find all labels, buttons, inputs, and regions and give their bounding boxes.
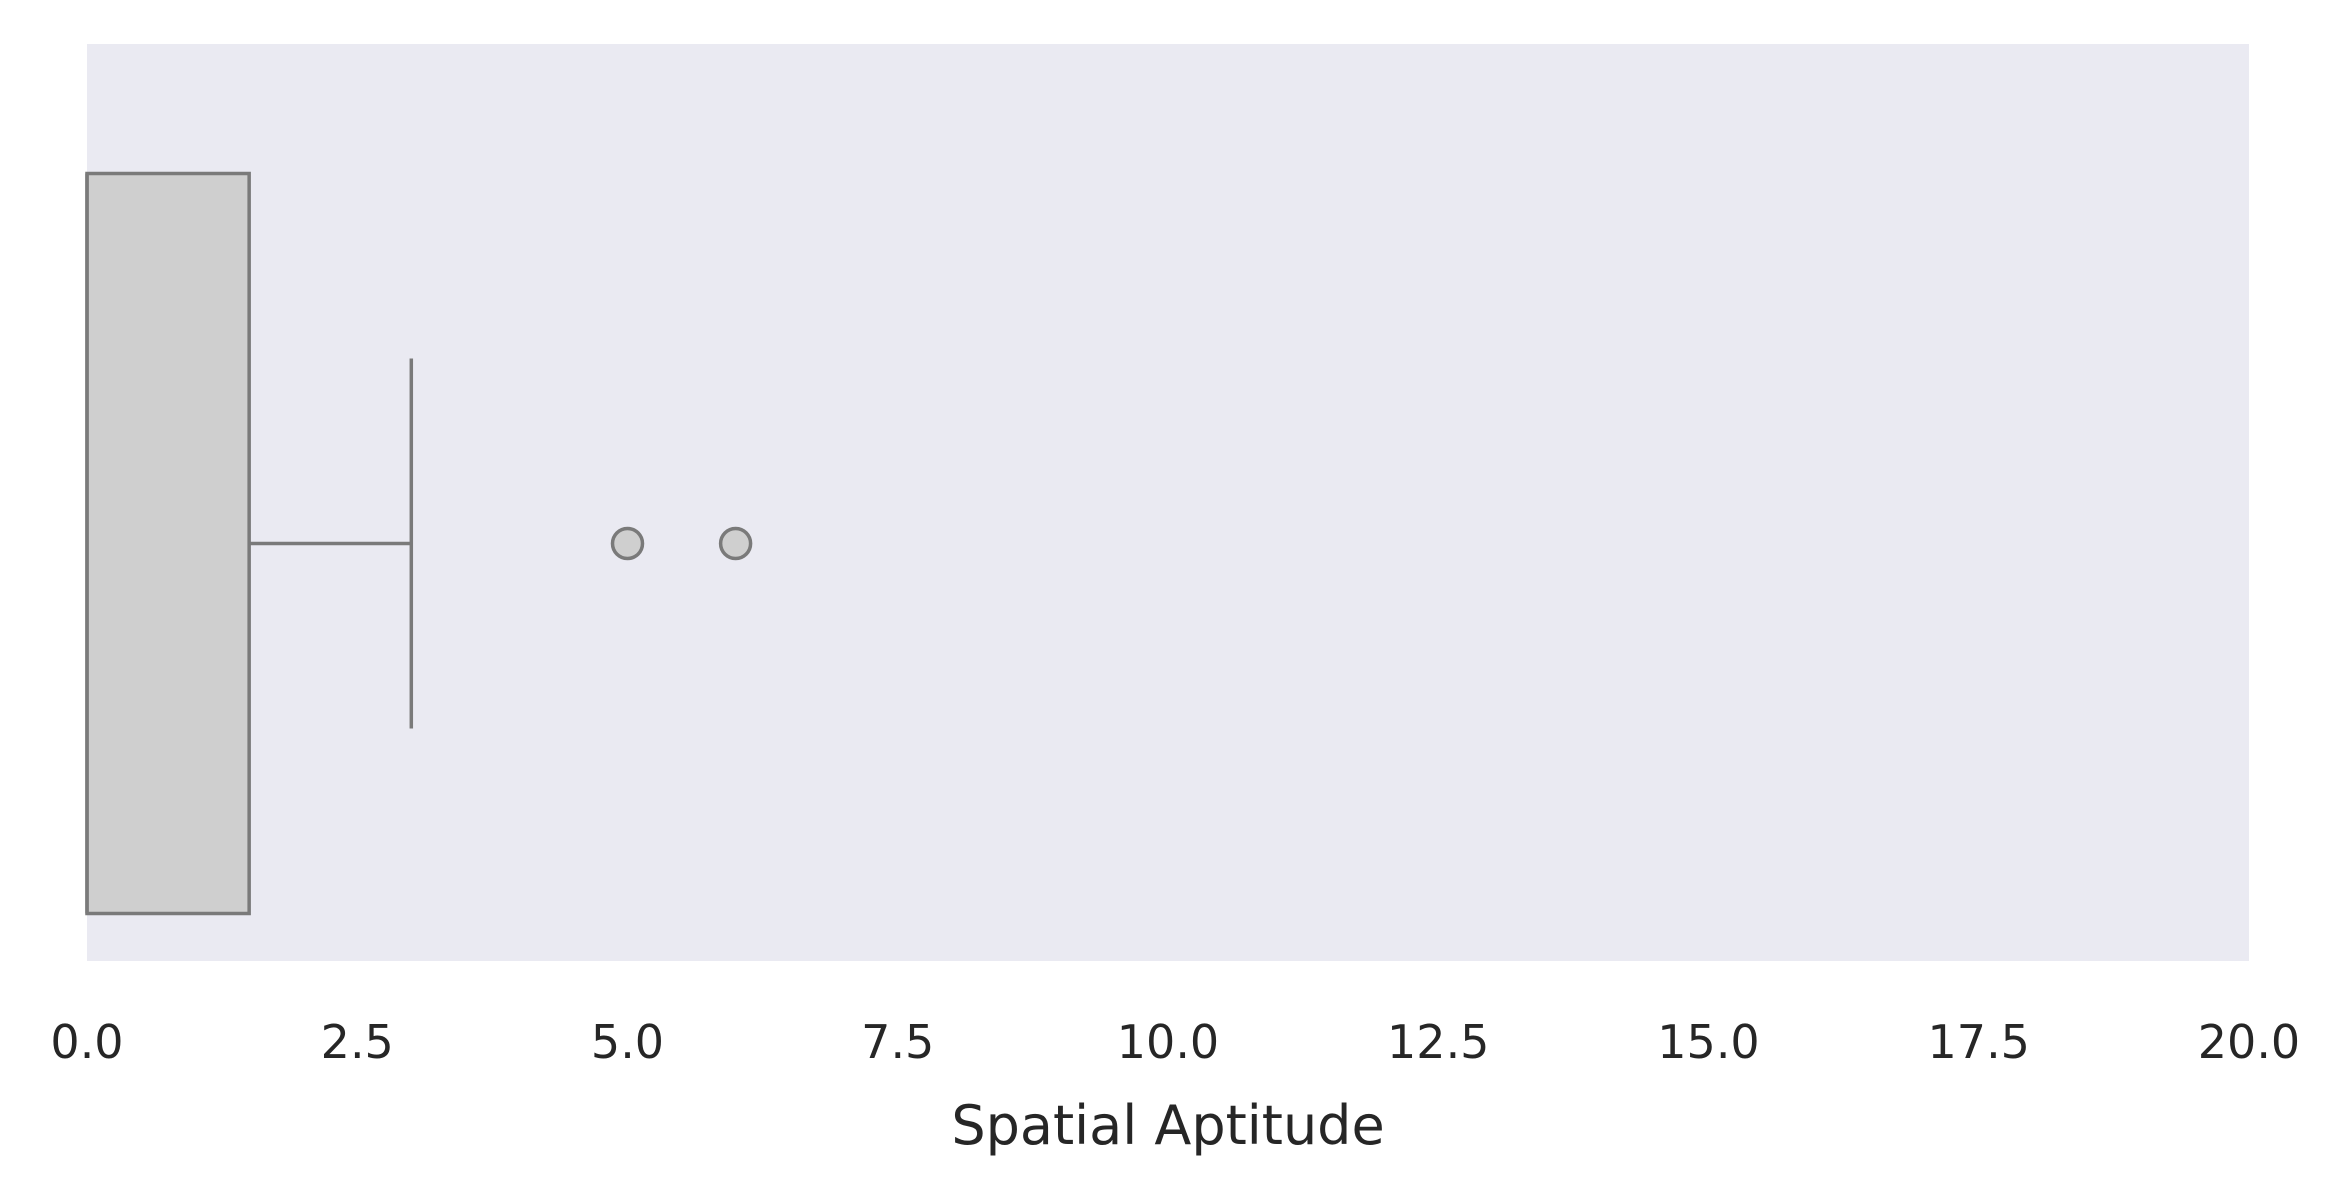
x-tick-label: 12.5 (1387, 1015, 1489, 1069)
x-tick-label: 7.5 (861, 1015, 934, 1069)
box-iqr (85, 171, 251, 916)
x-tick-label: 10.0 (1117, 1015, 1219, 1069)
x-tick-label: 20.0 (2198, 1015, 2300, 1069)
outlier-point-1 (718, 526, 753, 561)
x-tick-label: 15.0 (1657, 1015, 1759, 1069)
x-tick-label: 2.5 (321, 1015, 394, 1069)
x-axis-label: Spatial Aptitude (951, 1094, 1384, 1157)
plot-area (87, 44, 2249, 961)
x-tick-label: 0.0 (50, 1015, 123, 1069)
outlier-point-0 (610, 526, 645, 561)
x-axis-ticks: 0.0 2.5 5.0 7.5 10.0 12.5 15.0 17.5 20.0 (50, 1015, 2300, 1069)
x-tick-label: 17.5 (1928, 1015, 2030, 1069)
box-plot (85, 171, 753, 916)
x-tick-label: 5.0 (591, 1015, 664, 1069)
